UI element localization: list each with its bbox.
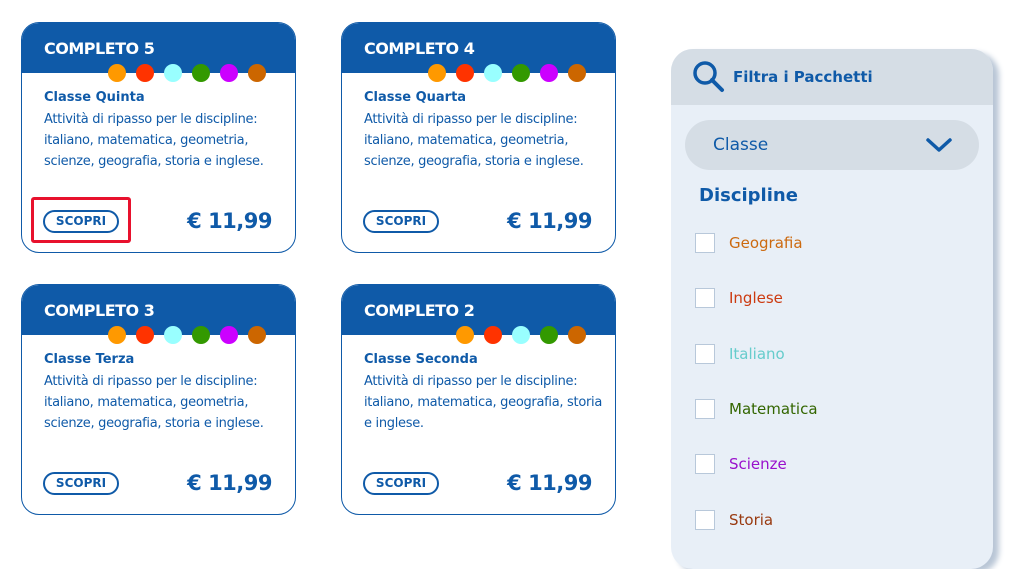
checkbox[interactable] [695,343,715,364]
card-price: € 11,99 [507,209,592,233]
discipline-dot [512,64,530,82]
package-card: COMPLETO 4 Classe Quarta Attività di rip… [341,22,616,253]
discipline-dot [164,64,182,82]
disciplines-heading: Discipline [699,185,798,206]
checkbox[interactable] [695,233,715,253]
discipline-label: Inglese [729,289,783,308]
discipline-option[interactable]: Matematica [695,398,818,419]
checkbox[interactable] [695,509,715,530]
discipline-dot [136,326,154,344]
search-icon [693,61,724,92]
discipline-dot [456,326,474,344]
discipline-dot [220,64,238,82]
discipline-dot [220,326,238,344]
discipline-label: Italiano [729,344,785,363]
discipline-dot [192,64,210,82]
card-description: Attività di ripasso per le discipline: i… [364,374,602,431]
discipline-dot [248,326,266,344]
card-subtitle: Classe Quarta [364,90,467,105]
card-title: COMPLETO 3 [22,285,295,335]
card-title: COMPLETO 2 [342,285,615,335]
class-select[interactable]: Classe [685,120,979,170]
discipline-label: Matematica [729,399,818,418]
discipline-dots [428,64,586,82]
package-card: COMPLETO 3 Classe Terza Attività di ripa… [21,284,296,515]
checkbox[interactable] [695,454,715,475]
discipline-dot [428,64,446,82]
discipline-dot [456,64,474,82]
discipline-label: Storia [729,510,774,529]
discipline-option[interactable]: Italiano [695,343,785,364]
filter-header: Filtra i Pacchetti [671,49,993,105]
discipline-label: Scienze [729,455,787,474]
filter-panel: Filtra i Pacchetti Classe Discipline Geo… [671,49,993,569]
discipline-option[interactable]: Storia [695,509,774,530]
card-description: Attività di ripasso per le discipline: i… [44,374,264,431]
chevron-down-icon [926,138,952,152]
discipline-option[interactable]: Inglese [695,288,783,309]
card-title: COMPLETO 4 [342,23,615,73]
card-price: € 11,99 [187,471,272,495]
card-subtitle: Classe Quinta [44,90,145,105]
discipline-dots [456,326,586,344]
card-subtitle: Classe Terza [44,352,135,367]
card-subtitle: Classe Seconda [364,352,478,367]
card-title: COMPLETO 5 [22,23,295,73]
card-description: Attività di ripasso per le discipline: i… [44,112,264,169]
discipline-dot [192,326,210,344]
discipline-dot [108,64,126,82]
checkbox[interactable] [695,398,715,419]
discipline-dot [136,64,154,82]
package-card: COMPLETO 2 Classe Seconda Attività di ri… [341,284,616,515]
package-card: COMPLETO 5 Classe Quinta Attività di rip… [21,22,296,253]
scopri-button[interactable]: SCOPRI [43,210,119,233]
filter-title: Filtra i Pacchetti [733,68,873,86]
discipline-label: Geografia [729,234,803,252]
discipline-dot [540,64,558,82]
checkbox[interactable] [695,288,715,309]
discipline-dots [108,326,266,344]
card-price: € 11,99 [187,209,272,233]
discipline-dot [568,326,586,344]
discipline-dot [108,326,126,344]
discipline-dot [512,326,530,344]
discipline-option[interactable]: Scienze [695,454,787,475]
discipline-dot [568,64,586,82]
discipline-dot [248,64,266,82]
scopri-button[interactable]: SCOPRI [43,472,119,495]
highlight-box [31,197,131,243]
discipline-dot [484,326,502,344]
class-select-value: Classe [713,135,769,155]
discipline-dot [164,326,182,344]
discipline-dot [484,64,502,82]
discipline-option[interactable]: Geografia [695,233,803,253]
discipline-dot [540,326,558,344]
scopri-button[interactable]: SCOPRI [363,472,439,495]
card-description: Attività di ripasso per le discipline: i… [364,112,584,169]
card-price: € 11,99 [507,471,592,495]
scopri-button[interactable]: SCOPRI [363,210,439,233]
discipline-dots [108,64,266,82]
